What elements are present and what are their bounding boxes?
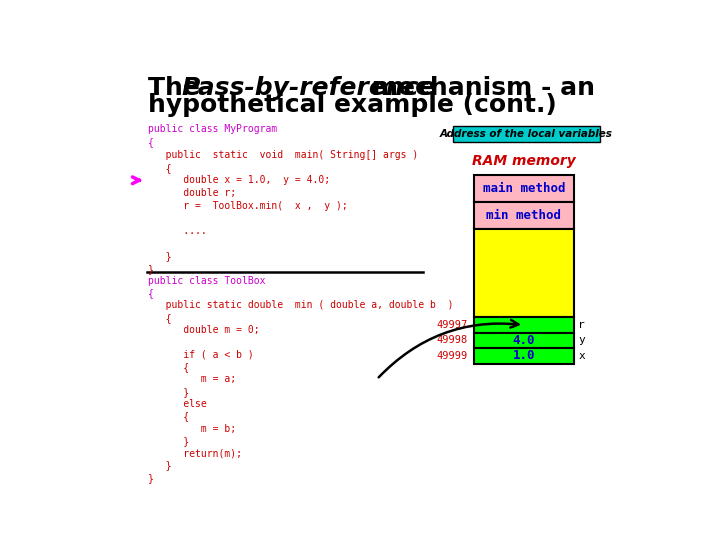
Text: {: { (148, 313, 171, 323)
Text: 49999: 49999 (436, 351, 467, 361)
Text: else: else (148, 399, 207, 409)
Text: public  static  void  main( String[] args ): public static void main( String[] args ) (148, 150, 418, 160)
Text: }: } (148, 473, 154, 483)
Text: 49998: 49998 (436, 335, 467, 346)
Text: hypothetical example (cont.): hypothetical example (cont.) (148, 93, 557, 117)
Text: mechanism - an: mechanism - an (363, 76, 595, 100)
Text: Pass-by-reference: Pass-by-reference (181, 76, 436, 100)
Text: The: The (148, 76, 209, 100)
Bar (474, 229, 575, 318)
Text: }: } (148, 436, 189, 446)
Bar (474, 318, 575, 333)
Text: r =  ToolBox.min(  x ,  y );: r = ToolBox.min( x , y ); (148, 201, 348, 211)
Text: {: { (148, 411, 189, 421)
Text: }: } (148, 264, 154, 274)
Text: {: { (148, 362, 189, 372)
Bar (474, 175, 575, 202)
Text: RAM memory: RAM memory (472, 154, 576, 168)
Text: y: y (578, 335, 585, 346)
Text: Address of the local variables: Address of the local variables (440, 129, 613, 139)
Text: {: { (148, 137, 154, 147)
Text: 49997: 49997 (436, 320, 467, 330)
Text: return(m);: return(m); (148, 448, 242, 458)
Text: r: r (578, 320, 585, 330)
Text: m = b;: m = b; (148, 423, 236, 434)
Text: main method: main method (482, 182, 565, 195)
Bar (453, 126, 600, 142)
Text: {: { (148, 288, 154, 298)
Text: 4.0: 4.0 (513, 334, 535, 347)
Text: if ( a < b ): if ( a < b ) (148, 350, 254, 360)
Text: }: } (148, 461, 171, 470)
Text: min method: min method (487, 209, 562, 222)
Text: public static double  min ( double a, double b  ): public static double min ( double a, dou… (148, 300, 454, 310)
Bar (474, 333, 575, 348)
Bar (474, 348, 575, 363)
Text: double x = 1.0,  y = 4.0;: double x = 1.0, y = 4.0; (148, 176, 330, 185)
Text: double m = 0;: double m = 0; (148, 325, 260, 335)
Text: public class ToolBox: public class ToolBox (148, 276, 266, 286)
Text: x: x (578, 351, 585, 361)
Text: ....: .... (148, 226, 207, 236)
Bar (474, 202, 575, 229)
Text: {: { (148, 163, 171, 173)
Text: public class MyProgram: public class MyProgram (148, 125, 277, 134)
Text: }: } (148, 252, 171, 261)
Text: 1.0: 1.0 (513, 349, 535, 362)
Text: double r;: double r; (148, 188, 236, 198)
Text: m = a;: m = a; (148, 374, 236, 384)
Text: }: } (148, 387, 189, 397)
